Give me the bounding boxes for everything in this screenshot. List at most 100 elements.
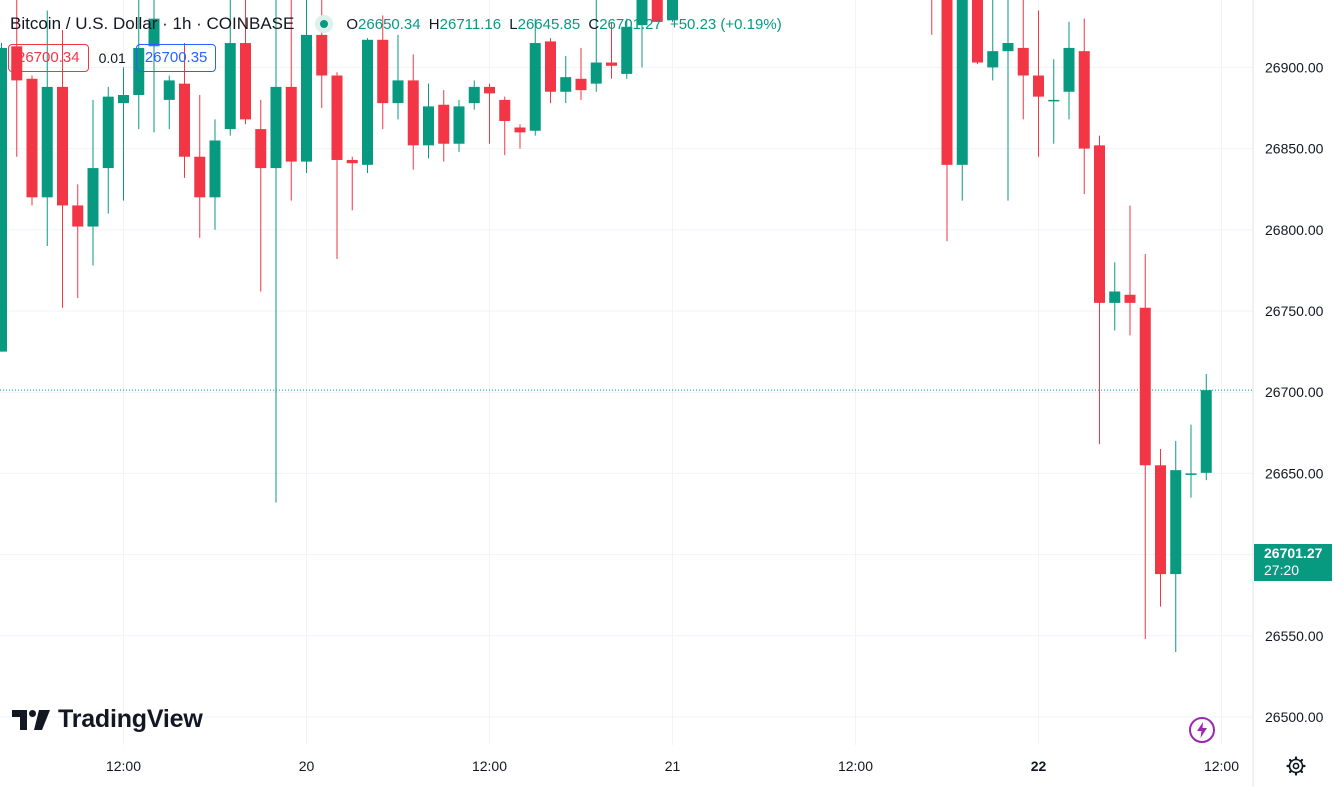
candle[interactable] — [1109, 262, 1121, 331]
candle-body — [270, 86, 282, 169]
tradingview-brand[interactable]: TradingView — [12, 705, 203, 734]
candle[interactable] — [194, 95, 206, 238]
candle[interactable] — [1185, 424, 1197, 498]
candle[interactable] — [972, 0, 983, 65]
candle-body — [956, 0, 968, 165]
candle-body — [590, 62, 602, 84]
candle[interactable] — [1200, 374, 1212, 481]
close-value: 26701.27 — [599, 15, 662, 33]
candle[interactable] — [331, 72, 343, 260]
sell-button[interactable]: 26700.34 — [8, 44, 89, 72]
candle[interactable] — [0, 43, 7, 352]
candle[interactable] — [606, 21, 617, 79]
candle[interactable] — [499, 96, 511, 156]
candle[interactable] — [651, 0, 663, 22]
last-price-label: 26701.27 27:20 — [1254, 544, 1332, 581]
candle-body — [1094, 145, 1105, 303]
candle[interactable] — [362, 38, 373, 173]
candle[interactable] — [484, 83, 495, 144]
candle[interactable] — [301, 0, 312, 173]
candle-body — [41, 86, 53, 198]
candle[interactable] — [453, 99, 465, 152]
high-label: H — [428, 15, 440, 33]
ohlc-values: O26650.34 H26711.16 L26645.85 C26701.27 … — [346, 16, 785, 33]
candle[interactable] — [956, 0, 968, 201]
time-tick-label: 12:00 — [1204, 758, 1239, 774]
candle[interactable] — [209, 119, 221, 230]
candle[interactable] — [636, 0, 648, 68]
candle[interactable] — [514, 124, 526, 149]
candle[interactable] — [240, 0, 251, 125]
gear-icon[interactable] — [1286, 756, 1306, 776]
candle[interactable] — [1139, 254, 1151, 640]
market-status-dot[interactable] — [320, 20, 329, 28]
candle-body — [453, 106, 465, 144]
candle[interactable] — [1124, 205, 1136, 336]
candle-body — [11, 46, 23, 81]
candle[interactable] — [285, 0, 297, 201]
candle[interactable] — [1048, 59, 1060, 144]
candle[interactable] — [57, 30, 68, 308]
candle-body — [1185, 473, 1197, 475]
candle[interactable] — [1170, 440, 1182, 653]
candle[interactable] — [987, 0, 999, 81]
candle[interactable] — [41, 10, 53, 247]
candle[interactable] — [255, 99, 267, 292]
candle[interactable] — [667, 0, 678, 22]
candle[interactable] — [1017, 0, 1029, 120]
candle-body — [423, 106, 434, 146]
candle[interactable] — [407, 54, 419, 170]
candle-body — [224, 43, 236, 130]
candle[interactable] — [26, 75, 38, 206]
candle[interactable] — [163, 75, 175, 130]
candle[interactable] — [179, 43, 190, 178]
close-label: C — [588, 15, 600, 33]
candle[interactable] — [941, 0, 953, 242]
symbol-title[interactable]: Bitcoin / U.S. Dollar · 1h · COINBASE — [10, 14, 295, 33]
candle[interactable] — [346, 156, 358, 211]
candle[interactable] — [1155, 449, 1166, 607]
candle[interactable] — [72, 184, 84, 299]
candle-body — [1017, 47, 1029, 76]
candle[interactable] — [377, 15, 389, 130]
candle-body — [1033, 75, 1044, 97]
candle[interactable] — [118, 67, 129, 201]
candle-body — [1139, 307, 1151, 466]
candle[interactable] — [102, 86, 114, 214]
candle[interactable] — [575, 47, 587, 100]
high-value: 26711.16 — [439, 15, 502, 33]
candle-body — [972, 0, 983, 63]
price-tick-label: 26700.00 — [1265, 384, 1324, 400]
candle[interactable] — [926, 0, 937, 35]
candle[interactable] — [224, 0, 236, 136]
candle[interactable] — [1033, 10, 1044, 157]
candle[interactable] — [468, 80, 480, 110]
candle[interactable] — [621, 18, 633, 79]
buy-button[interactable]: 26700.35 — [135, 44, 217, 72]
open-label: O — [346, 15, 359, 33]
candle[interactable] — [270, 0, 282, 503]
lightning-icon[interactable] — [1189, 717, 1215, 743]
candle-body — [102, 96, 114, 169]
candle[interactable] — [316, 0, 328, 108]
candle[interactable] — [1002, 0, 1014, 201]
candles — [0, 0, 1212, 653]
candle[interactable] — [545, 38, 556, 104]
price-tick-label: 26650.00 — [1265, 465, 1324, 481]
brand-name: TradingView — [58, 705, 203, 733]
candle[interactable] — [87, 99, 99, 266]
time-tick-label: 22 — [1031, 758, 1047, 774]
candle[interactable] — [590, 0, 602, 92]
candle[interactable] — [1094, 135, 1105, 445]
candle-body — [468, 86, 480, 104]
candle[interactable] — [392, 34, 404, 120]
candle[interactable] — [560, 56, 572, 104]
candle-body — [194, 156, 206, 198]
candle[interactable] — [438, 90, 450, 162]
candle[interactable] — [529, 18, 541, 136]
candle[interactable] — [423, 83, 434, 159]
candle[interactable] — [1078, 18, 1090, 195]
candle[interactable] — [148, 0, 160, 133]
candle[interactable] — [1063, 21, 1075, 120]
